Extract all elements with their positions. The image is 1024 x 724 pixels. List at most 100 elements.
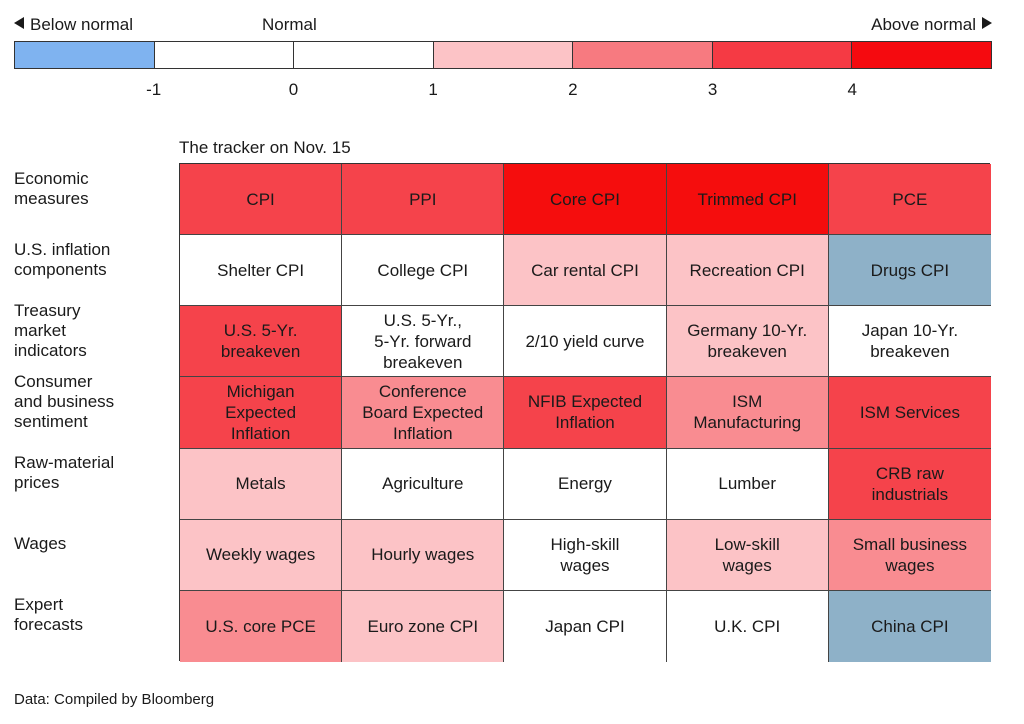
cell-label: PPI bbox=[409, 189, 437, 209]
color-scale-bar bbox=[14, 41, 992, 69]
scale-segment bbox=[573, 42, 713, 68]
row-label: Expert forecasts bbox=[14, 595, 83, 635]
cell-label: U.S. core PCE bbox=[205, 616, 316, 636]
cell-label: Recreation CPI bbox=[689, 260, 805, 280]
heatmap-cell: CRB raw industrials bbox=[828, 448, 991, 520]
heatmap-cell: U.K. CPI bbox=[666, 590, 829, 662]
cell-label: NFIB Expected Inflation bbox=[527, 392, 643, 433]
cell-label: U.K. CPI bbox=[714, 616, 781, 636]
heatmap-cell: U.S. core PCE bbox=[180, 590, 343, 662]
scale-segment bbox=[15, 42, 155, 68]
cell-label: U.S. 5-Yr., 5-Yr. forward breakeven bbox=[374, 310, 472, 372]
heatmap-cell: Car rental CPI bbox=[504, 235, 667, 307]
scale-tick-label: 2 bbox=[568, 80, 578, 99]
below-normal-label: Below normal bbox=[14, 15, 133, 35]
normal-label: Normal bbox=[262, 15, 317, 34]
heatmap-cell: China CPI bbox=[828, 590, 991, 662]
heatmap-cell: ISM Services bbox=[828, 377, 991, 449]
row-label: Consumer and business sentiment bbox=[14, 371, 115, 431]
heatmap-cell: Germany 10-Yr. breakeven bbox=[666, 306, 829, 378]
heatmap-cell: Energy bbox=[504, 448, 667, 520]
heatmap-cell: Small business wages bbox=[828, 519, 991, 591]
scale-tick-label: -1 bbox=[146, 80, 162, 99]
heatmap-cell: Recreation CPI bbox=[666, 235, 829, 307]
heatmap-grid: CPI PPI Core CPI Trimmed CPI PCE Shelter CPI C… bbox=[179, 163, 991, 662]
heatmap-cell: Japan 10-Yr. breakeven bbox=[828, 306, 991, 378]
legend-header: Below normal Normal Above normal bbox=[14, 15, 992, 37]
cell-label: College CPI bbox=[377, 260, 469, 280]
below-normal-text: Below normal bbox=[30, 15, 133, 34]
heatmap-cell: U.S. 5-Yr. breakeven bbox=[180, 306, 343, 378]
heatmap-cell: Conference Board Expected Inflation bbox=[342, 377, 505, 449]
cell-label: U.S. 5-Yr. breakeven bbox=[220, 321, 301, 362]
heatmap-cell: Low-skill wages bbox=[666, 519, 829, 591]
scale-segment bbox=[294, 42, 434, 68]
heatmap-cell: Lumber bbox=[666, 448, 829, 520]
scale-segment bbox=[712, 42, 853, 68]
cell-label: Michigan Expected Inflation bbox=[225, 381, 297, 443]
cell-label: ISM Manufacturing bbox=[693, 392, 802, 433]
color-scale-ticks: -1 0 1 2 3 4 bbox=[14, 80, 992, 100]
heatmap-cell: Michigan Expected Inflation bbox=[180, 377, 343, 449]
cell-label: Small business wages bbox=[852, 534, 968, 575]
row-label: Economic measures bbox=[14, 168, 89, 208]
heatmap-cell: Drugs CPI bbox=[828, 235, 991, 307]
heatmap-cell: PPI bbox=[342, 164, 505, 236]
cell-label: Core CPI bbox=[550, 189, 620, 209]
cell-label: Low-skill wages bbox=[714, 534, 780, 575]
scale-tick-label: 3 bbox=[707, 80, 718, 99]
cell-label: Shelter CPI bbox=[217, 260, 305, 280]
above-normal-text: Above normal bbox=[871, 15, 976, 34]
heatmap-cell: Euro zone CPI bbox=[342, 590, 505, 662]
heatmap-cell: Trimmed CPI bbox=[666, 164, 829, 236]
row-label: Wages bbox=[14, 534, 67, 554]
cell-label: 2/10 yield curve bbox=[525, 331, 645, 351]
cell-label: High-skill wages bbox=[550, 534, 620, 575]
cell-label: ISM Services bbox=[859, 402, 960, 422]
heatmap-cell: College CPI bbox=[342, 235, 505, 307]
heatmap-cell: Agriculture bbox=[342, 448, 505, 520]
arrow-right-icon bbox=[982, 17, 992, 29]
heatmap-cell: Weekly wages bbox=[180, 519, 343, 591]
cell-label: PCE bbox=[892, 189, 928, 209]
scale-tick-label: 4 bbox=[847, 80, 858, 99]
scale-tick-label: 1 bbox=[428, 80, 438, 99]
cell-label: Car rental CPI bbox=[531, 260, 639, 280]
cell-label: CPI bbox=[246, 189, 275, 209]
heatmap-cell: NFIB Expected Inflation bbox=[504, 377, 667, 449]
row-label: Raw-material prices bbox=[14, 453, 115, 493]
heatmap-cell: ISM Manufacturing bbox=[666, 377, 829, 449]
cell-label: Agriculture bbox=[382, 474, 464, 494]
row-label: U.S. inflation components bbox=[14, 239, 111, 279]
heatmap-cell: U.S. 5-Yr., 5-Yr. forward breakeven bbox=[342, 306, 505, 378]
cell-label: Drugs CPI bbox=[870, 260, 950, 280]
row-label: Treasury market indicators bbox=[14, 300, 87, 360]
chart-subtitle: The tracker on Nov. 15 bbox=[179, 138, 351, 157]
cell-label: Weekly wages bbox=[205, 545, 316, 565]
cell-label: Energy bbox=[558, 474, 612, 494]
scale-segment bbox=[852, 42, 992, 68]
heatmap-cell: PCE bbox=[828, 164, 991, 236]
heatmap-cell: Shelter CPI bbox=[180, 235, 343, 307]
cell-label: Trimmed CPI bbox=[697, 189, 797, 209]
scale-segment bbox=[154, 42, 295, 68]
heatmap-cell: High-skill wages bbox=[504, 519, 667, 591]
source-note: Data: Compiled by Bloomberg bbox=[14, 691, 215, 708]
scale-segment bbox=[433, 42, 574, 68]
cell-label: Japan CPI bbox=[545, 616, 625, 636]
heatmap-cell: Hourly wages bbox=[342, 519, 505, 591]
cell-label: CRB raw industrials bbox=[871, 463, 949, 504]
scale-tick-label: 0 bbox=[288, 80, 299, 99]
cell-label: Germany 10-Yr. breakeven bbox=[687, 321, 808, 362]
cell-label: China CPI bbox=[871, 616, 949, 636]
cell-label: Metals bbox=[235, 474, 286, 494]
cell-label: Lumber bbox=[718, 474, 776, 494]
heatmap-cell: CPI bbox=[180, 164, 343, 236]
cell-label: Euro zone CPI bbox=[367, 616, 479, 636]
heatmap-cell: Metals bbox=[180, 448, 343, 520]
above-normal-label: Above normal bbox=[871, 15, 992, 35]
arrow-left-icon bbox=[14, 17, 24, 29]
cell-label: Conference Board Expected Inflation bbox=[362, 381, 484, 443]
cell-label: Hourly wages bbox=[371, 545, 475, 565]
heatmap-cell: Japan CPI bbox=[504, 590, 667, 662]
